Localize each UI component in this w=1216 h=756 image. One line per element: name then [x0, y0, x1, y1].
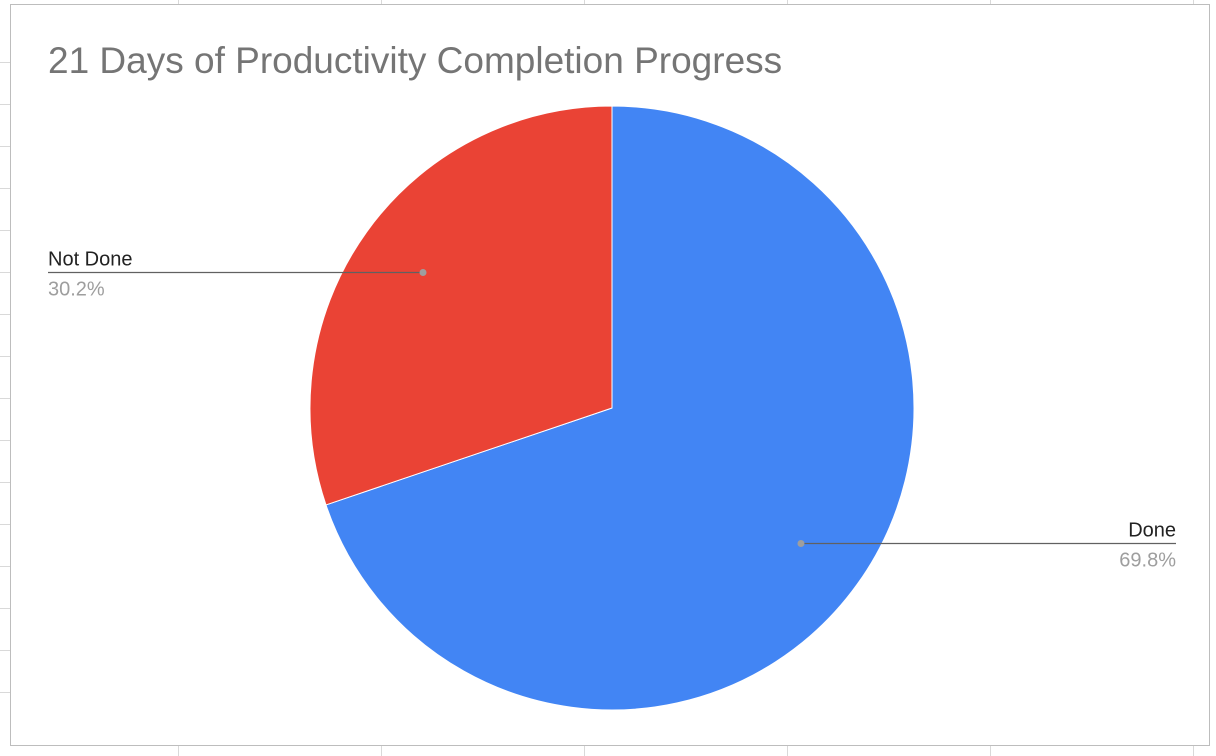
pie-slice-done[interactable]	[325, 105, 915, 711]
sheet-gridline	[0, 314, 10, 315]
slice-label-done: Done	[1128, 519, 1176, 541]
sheet-gridline	[0, 272, 10, 273]
sheet-gridline	[0, 356, 10, 357]
pie-slice-not-done[interactable]	[309, 105, 613, 506]
leader-dot-not-done	[419, 269, 427, 277]
sheet-gridline	[0, 440, 10, 441]
sheet-gridline	[0, 482, 10, 483]
chart-title: 21 Days of Productivity Completion Progr…	[48, 40, 783, 81]
sheet-gridline	[0, 650, 10, 651]
sheet-gridline	[0, 524, 10, 525]
sheet-gridline	[0, 146, 10, 147]
leader-dot-done	[797, 539, 805, 547]
sheet-gridline	[0, 566, 10, 567]
sheet-gridline	[0, 104, 10, 105]
sheet-gridline	[0, 608, 10, 609]
sheet-gridline	[0, 230, 10, 231]
slice-percent-not-done: 30.2%	[48, 279, 105, 301]
sheet-gridline	[0, 398, 10, 399]
slice-percent-done: 69.8%	[1119, 549, 1176, 571]
sheet-gridline	[0, 62, 10, 63]
slice-label-not-done: Not Done	[48, 249, 133, 271]
sheet-gridline	[0, 692, 10, 693]
sheet-gridline	[0, 188, 10, 189]
